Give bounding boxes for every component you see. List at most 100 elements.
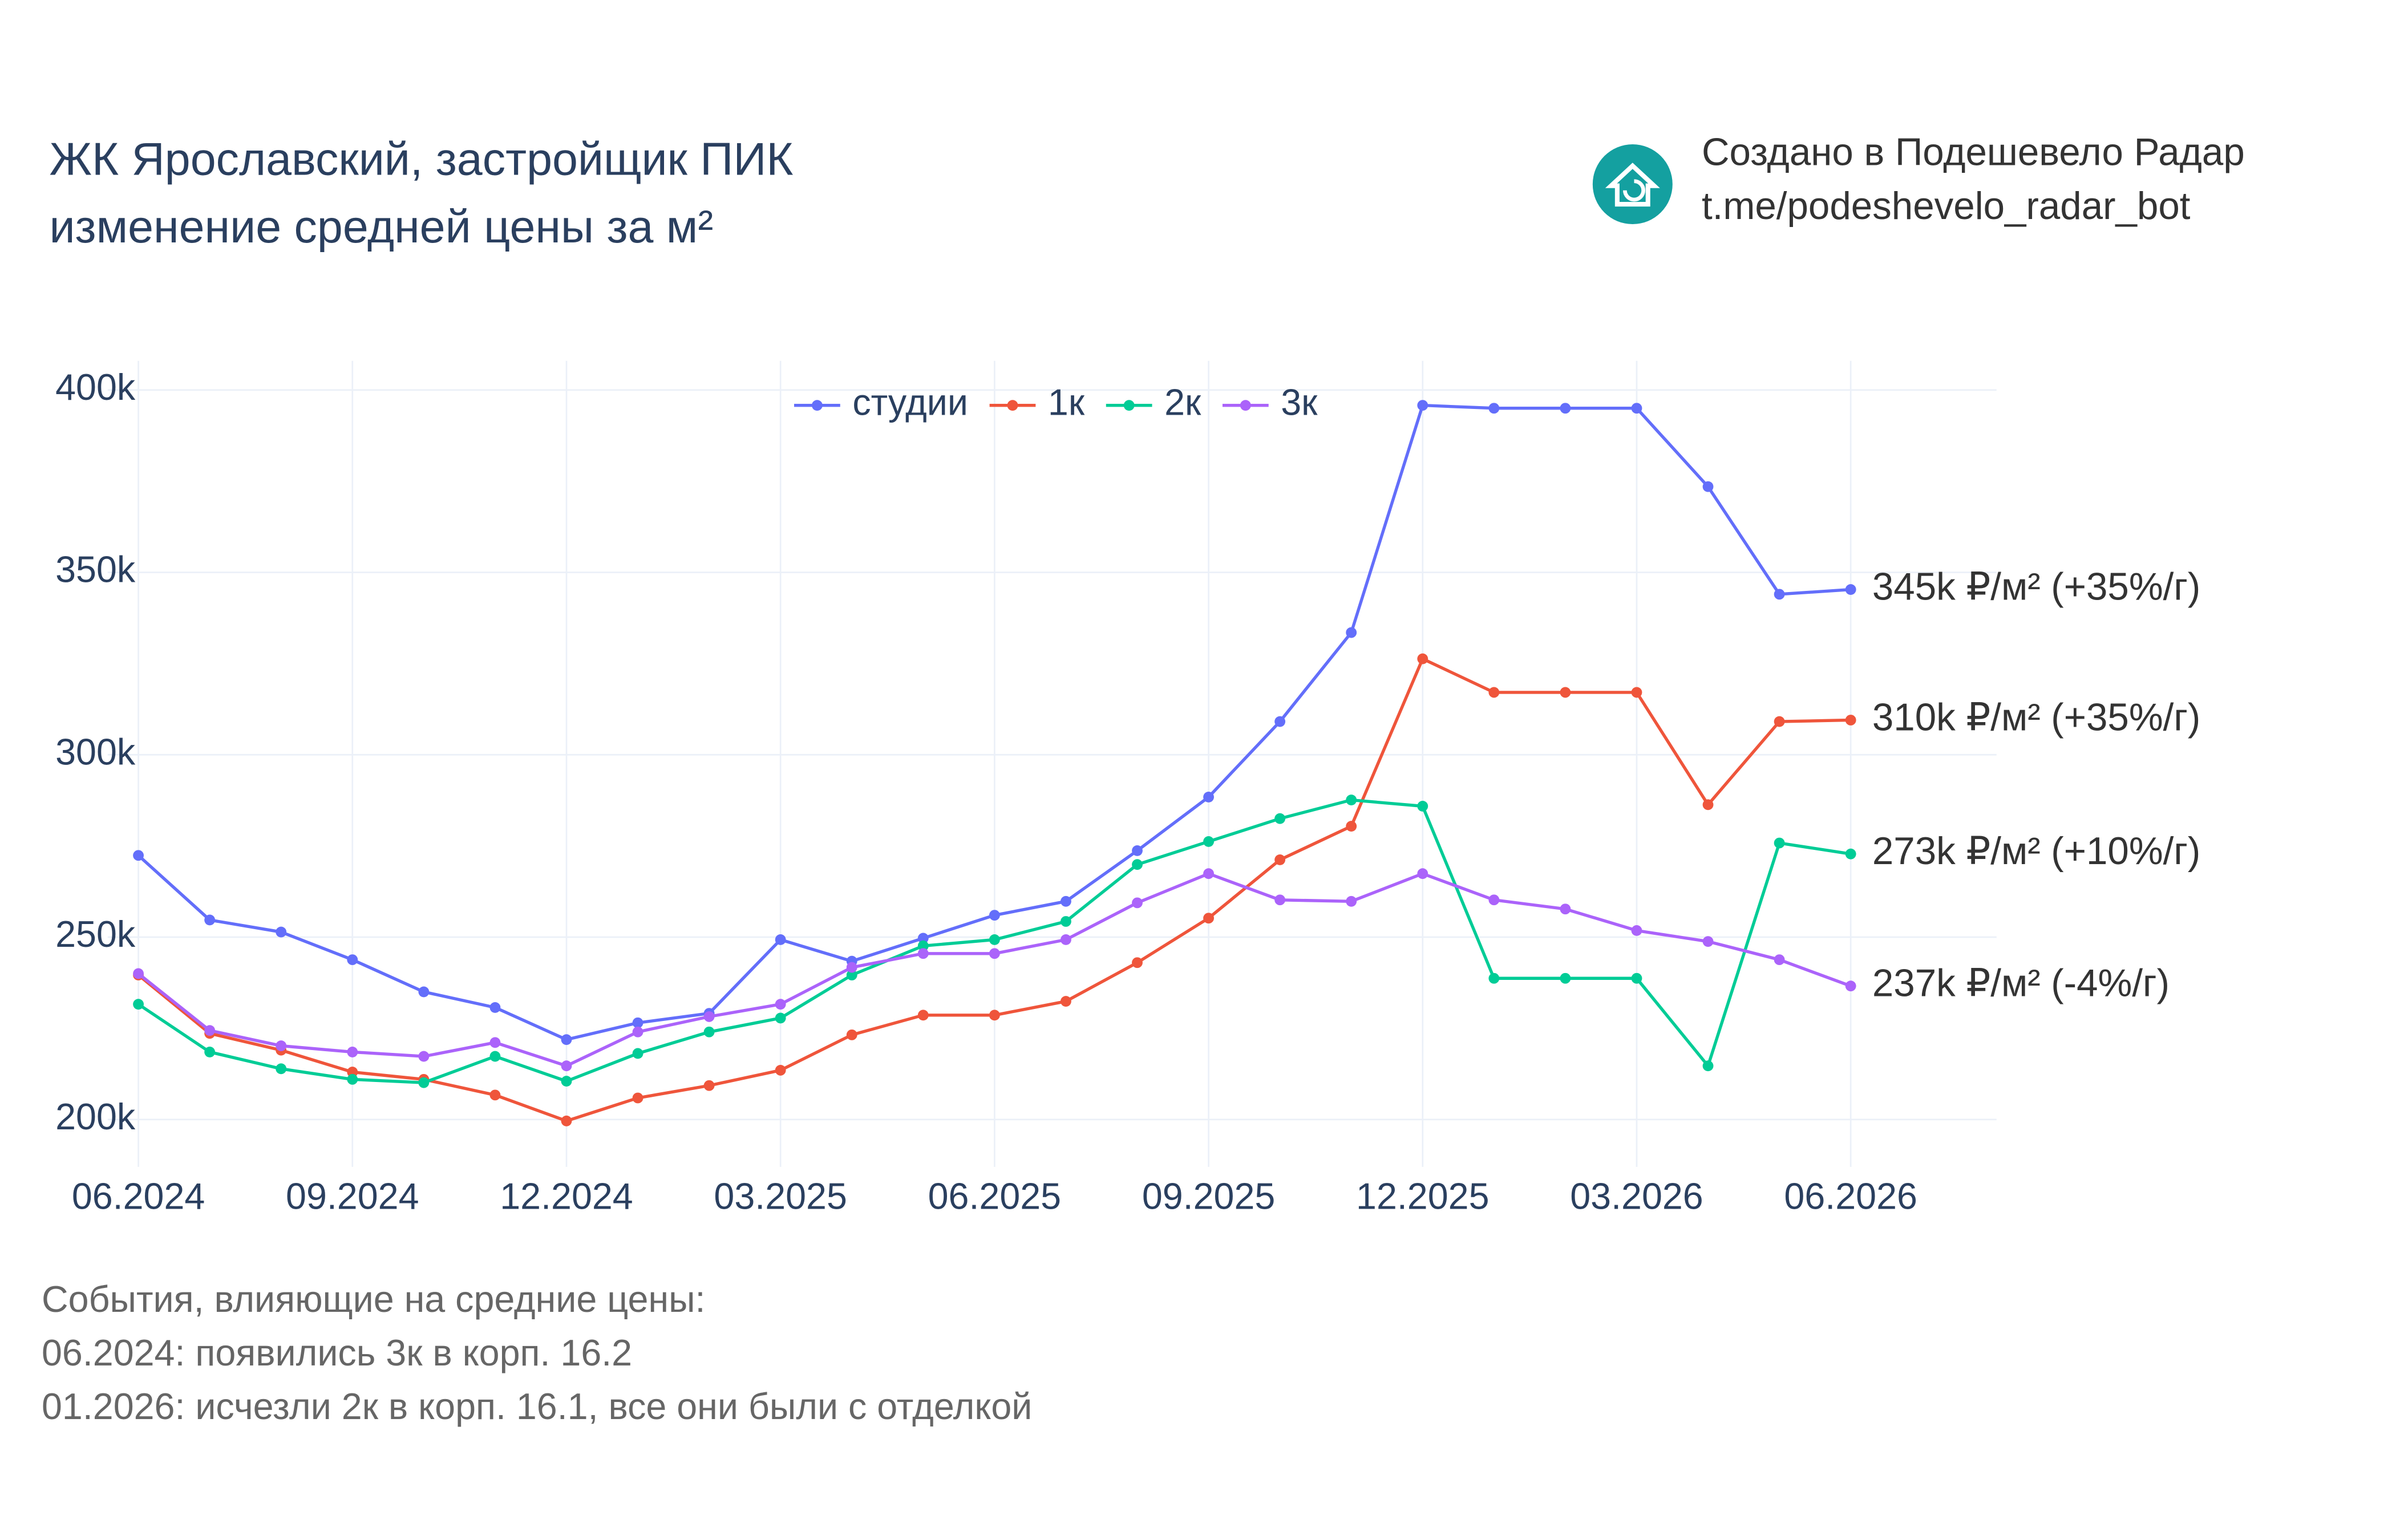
data-point xyxy=(133,968,144,979)
data-point xyxy=(846,970,857,980)
data-point xyxy=(1488,894,1500,906)
data-point xyxy=(1417,653,1428,664)
data-point xyxy=(1702,1060,1714,1072)
data-point xyxy=(204,914,216,926)
data-point xyxy=(561,1115,572,1126)
data-point xyxy=(561,1060,572,1072)
data-point xyxy=(1346,795,1357,805)
data-point xyxy=(1631,925,1642,936)
x-tick-label: 06.2026 xyxy=(1784,1176,1917,1217)
y-tick-label: 250k xyxy=(55,914,136,955)
data-point xyxy=(1203,792,1214,803)
x-tick-label: 03.2026 xyxy=(1570,1176,1703,1217)
data-point xyxy=(632,1048,643,1059)
y-tick-label: 350k xyxy=(55,549,136,590)
y-tick-label: 400k xyxy=(55,367,136,408)
data-point xyxy=(204,1047,216,1057)
data-point xyxy=(489,1051,501,1062)
x-tick-label: 12.2024 xyxy=(500,1176,633,1217)
data-point xyxy=(703,1026,715,1038)
data-point xyxy=(989,934,1000,945)
legend-label: 2к xyxy=(1164,382,1201,423)
legend-marker xyxy=(1240,400,1251,411)
data-point xyxy=(775,999,786,1010)
data-point xyxy=(1488,687,1500,698)
data-point xyxy=(1417,800,1428,812)
logo xyxy=(1592,144,1673,225)
x-tick-label: 03.2025 xyxy=(714,1176,847,1217)
data-point xyxy=(632,1092,643,1104)
y-tick-label: 200k xyxy=(55,1096,136,1137)
data-point xyxy=(489,1037,501,1048)
data-point xyxy=(1346,821,1357,832)
credit-text: Создано в Подешевело Радар xyxy=(1702,131,2245,174)
data-point xyxy=(989,1010,1000,1021)
data-point xyxy=(1417,400,1428,411)
data-point xyxy=(276,926,287,938)
x-tick-label: 06.2025 xyxy=(928,1176,1062,1217)
data-point xyxy=(1132,897,1143,909)
end-label: 237k ₽/м² (-4%/г) xyxy=(1872,962,2170,1004)
data-point xyxy=(489,1002,501,1013)
data-point xyxy=(1631,972,1642,984)
chart-subtitle: изменение средней цены за м² xyxy=(49,201,713,253)
data-point xyxy=(133,999,144,1010)
data-point xyxy=(1346,895,1357,907)
legend-label: студии xyxy=(852,382,968,423)
note: 06.2024: появились 3к в корп. 16.2 xyxy=(42,1332,632,1373)
data-point xyxy=(1560,687,1571,698)
data-point xyxy=(204,1025,216,1036)
data-point xyxy=(1061,996,1071,1007)
data-point xyxy=(418,1077,430,1088)
data-point xyxy=(1702,799,1714,810)
data-point xyxy=(989,948,1000,959)
data-point xyxy=(276,1040,287,1051)
data-point xyxy=(561,1076,572,1087)
data-point xyxy=(1061,934,1071,945)
data-point xyxy=(1061,916,1071,927)
data-point xyxy=(1845,715,1856,726)
data-point xyxy=(418,1051,430,1062)
data-point xyxy=(347,1047,358,1057)
data-point xyxy=(1702,481,1714,492)
data-point xyxy=(347,954,358,966)
data-point xyxy=(632,1017,643,1028)
credit-link: t.me/podeshevelo_radar_bot xyxy=(1702,185,2191,228)
data-point xyxy=(917,1010,929,1021)
x-tick-label: 09.2025 xyxy=(1142,1176,1276,1217)
x-tick-label: 12.2025 xyxy=(1356,1176,1490,1217)
end-label: 345k ₽/м² (+35%/г) xyxy=(1872,565,2200,608)
legend-marker xyxy=(1123,400,1135,411)
data-point xyxy=(1774,589,1785,600)
x-tick-label: 09.2024 xyxy=(286,1176,419,1217)
data-point xyxy=(1702,936,1714,947)
data-point xyxy=(1774,837,1785,849)
data-point xyxy=(917,940,929,951)
data-point xyxy=(1274,813,1286,824)
data-point xyxy=(775,1064,786,1076)
data-point xyxy=(1488,972,1500,984)
data-point xyxy=(1417,868,1428,880)
data-point xyxy=(632,1026,643,1038)
data-point xyxy=(418,986,430,998)
data-point xyxy=(1774,716,1785,727)
data-point xyxy=(703,1011,715,1022)
data-point xyxy=(846,1029,857,1040)
data-point xyxy=(989,910,1000,921)
data-point xyxy=(1845,584,1856,595)
data-point xyxy=(1274,716,1286,727)
legend-label: 3к xyxy=(1281,382,1318,423)
legend-marker xyxy=(811,400,823,411)
data-point xyxy=(1132,845,1143,856)
data-point xyxy=(1203,868,1214,880)
end-label: 310k ₽/м² (+35%/г) xyxy=(1872,696,2200,739)
data-point xyxy=(1845,980,1856,992)
data-point xyxy=(133,850,144,861)
note: 01.2026: исчезли 2к в корп. 16.1, все он… xyxy=(42,1386,1032,1427)
data-point xyxy=(489,1089,501,1101)
x-tick-label: 06.2024 xyxy=(72,1176,205,1217)
data-point xyxy=(775,1012,786,1024)
data-point xyxy=(917,948,929,959)
